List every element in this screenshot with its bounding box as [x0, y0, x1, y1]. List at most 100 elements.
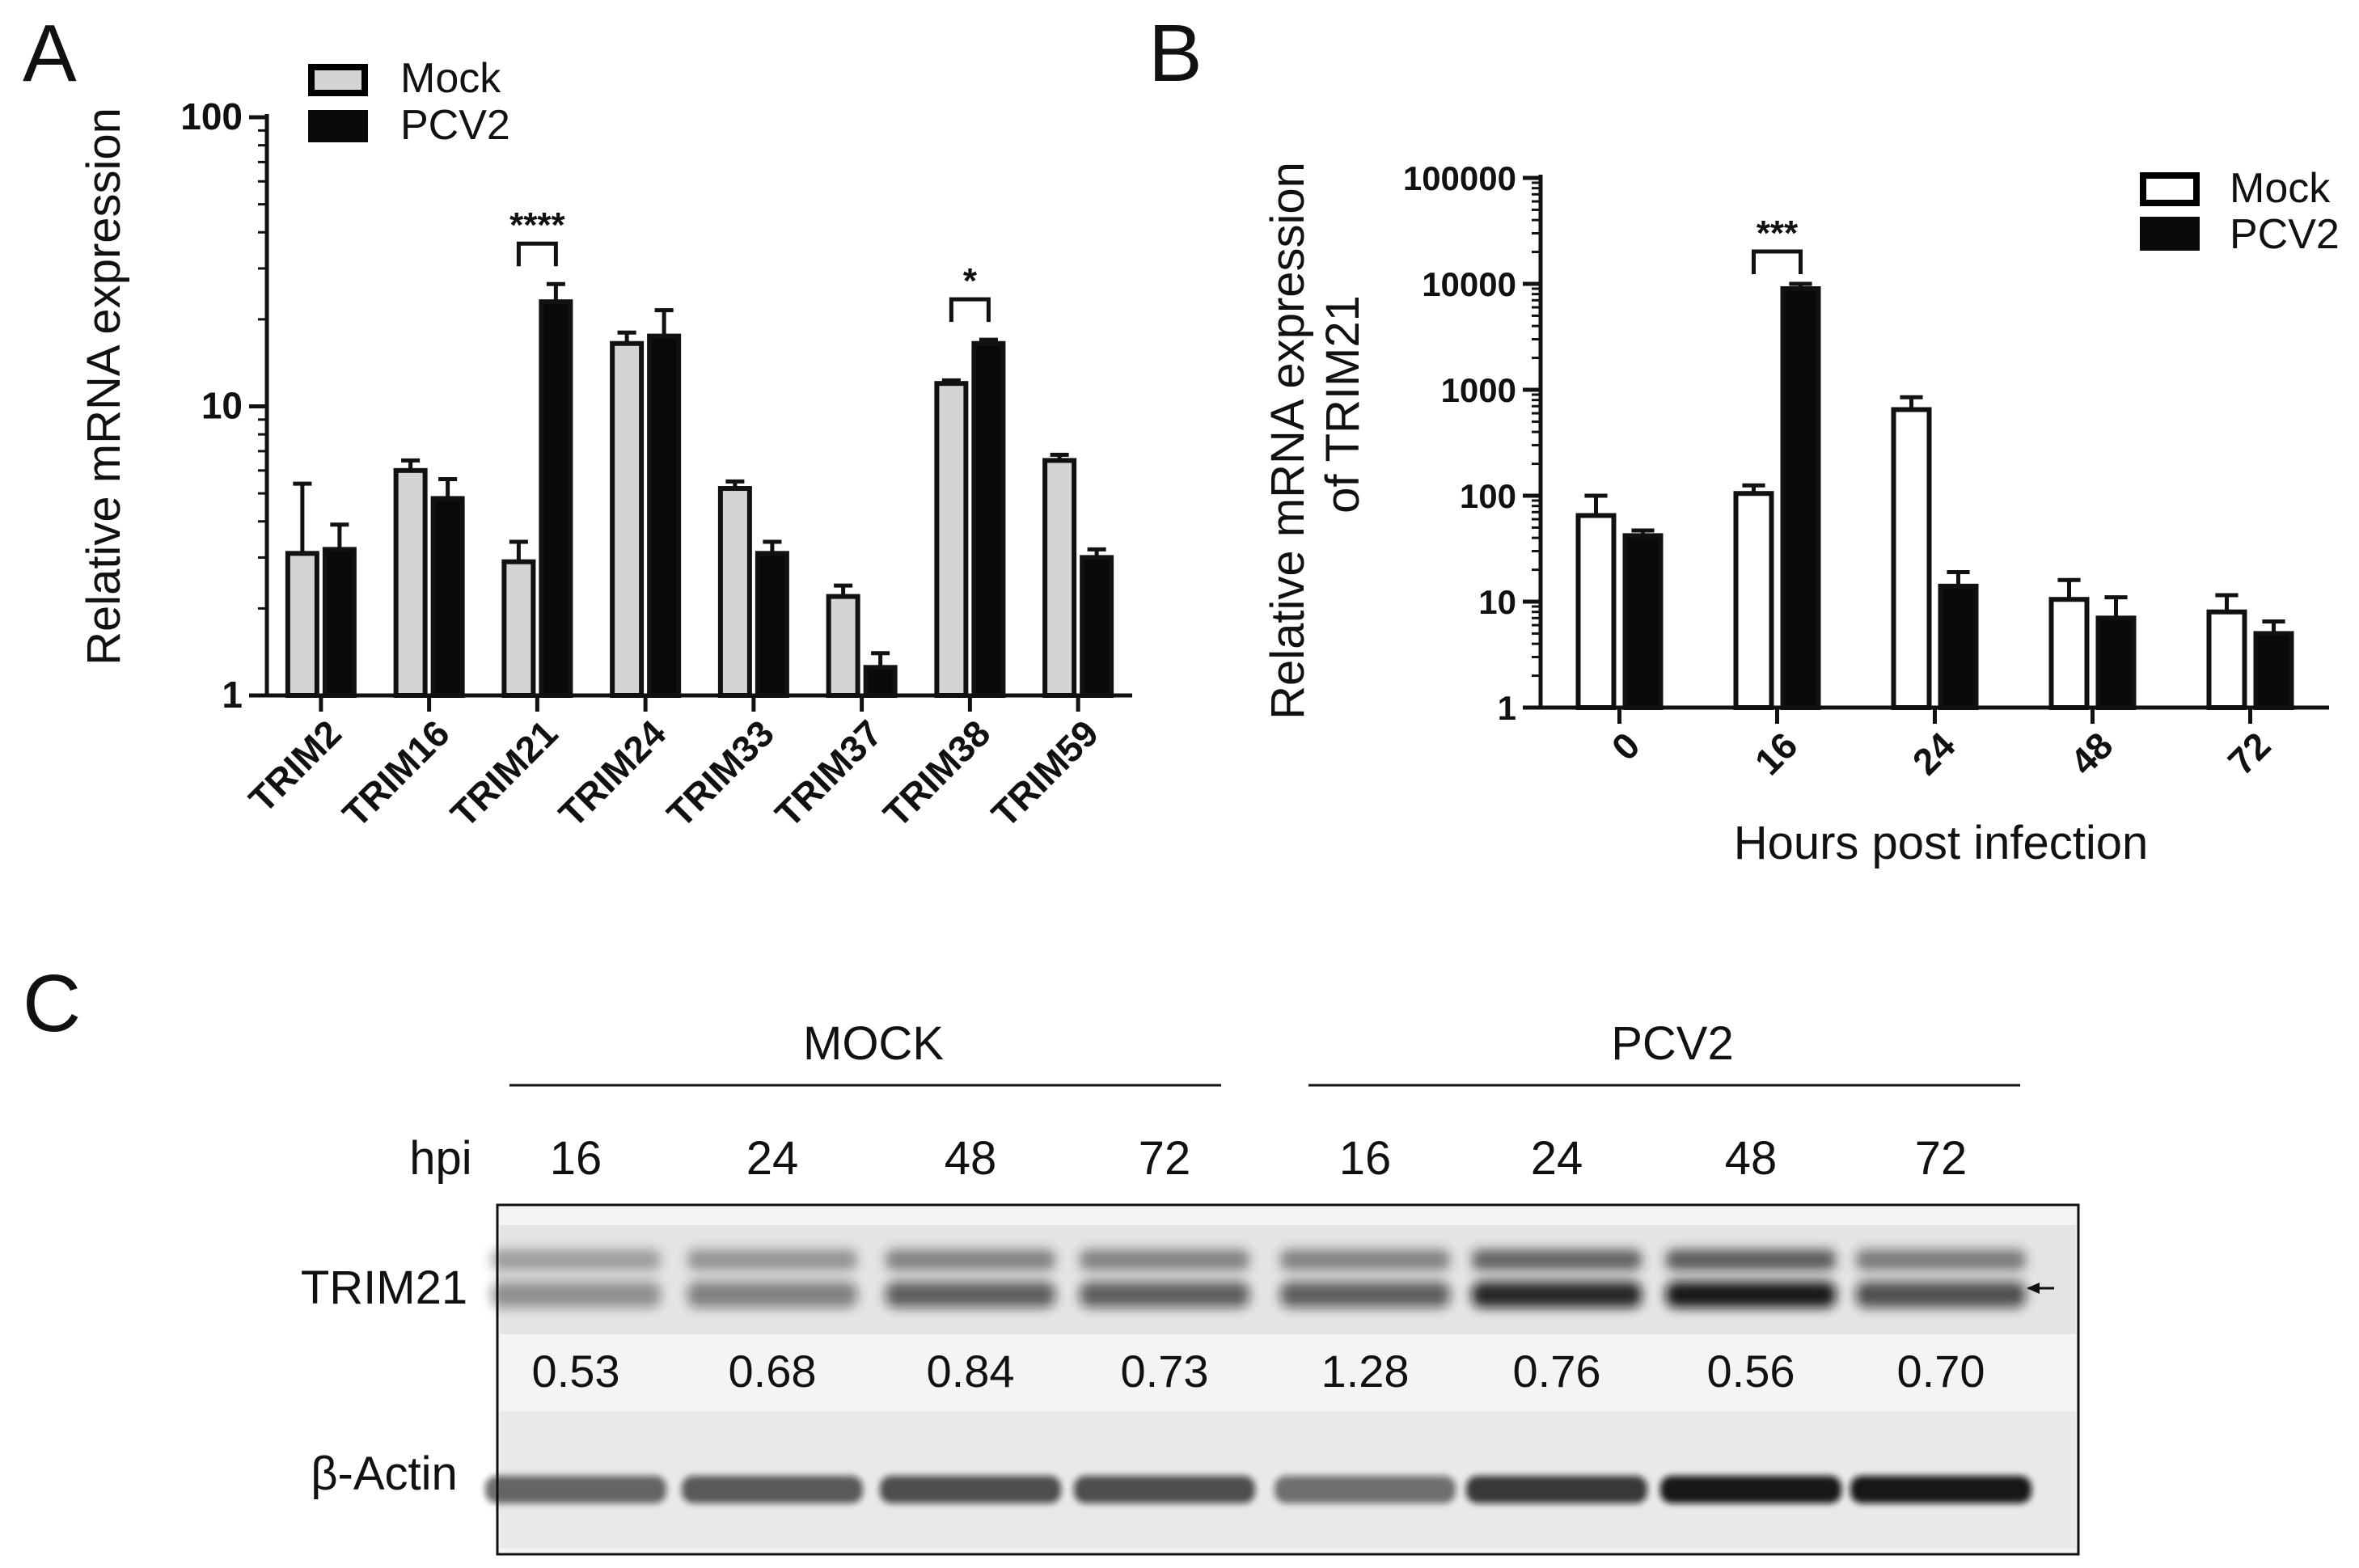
actin-band-label: β-Actin	[311, 1448, 458, 1500]
band-ratio: 0.76	[1513, 1346, 1601, 1397]
panel-a-significance-label: *	[963, 261, 978, 301]
panel-b-y-tick-label: 10000	[1422, 265, 1516, 303]
trim21-band	[1666, 1282, 1836, 1308]
panel-a-legend: Mock PCV2	[308, 55, 510, 149]
panel-b-x-tick-label: 24	[1905, 724, 1964, 783]
panel-b-bar-pcv2	[1622, 533, 1664, 711]
panel-b-bar-pcv2	[2095, 615, 2137, 711]
panel-a-y-axis-label: Relative mRNA expression	[78, 108, 130, 666]
panel-b-x-axis-title: Hours post infection	[1734, 817, 2149, 869]
panel-a-x-tick-label: TRIM16	[334, 712, 457, 835]
panel-a-y-tick-label: 1	[222, 674, 243, 716]
panel-b-legend-pcv2-swatch	[2140, 217, 2200, 251]
panel-b-y-tick-label: 1	[1498, 689, 1516, 727]
panel-b-y-axis-label-line2: of TRIM21	[1317, 295, 1369, 514]
trim21-upper-band	[1856, 1249, 2026, 1270]
panel-a-significance-bracket	[516, 241, 558, 267]
panel-a-bar-mock	[717, 486, 752, 698]
panel-a-legend-pcv2-label: PCV2	[400, 102, 510, 149]
panel-a-bar-pcv2	[539, 299, 573, 698]
panel-a-bar-mock	[285, 551, 319, 698]
panel-b-legend-pcv2-label: PCV2	[2230, 211, 2340, 258]
panel-a-significance-bracket	[949, 297, 991, 323]
trim21-upper-band	[1666, 1249, 1836, 1270]
trim21-band	[491, 1282, 661, 1308]
lane-label: 72	[1915, 1132, 1968, 1185]
trim21-band	[886, 1282, 1055, 1308]
panel-a-x-tick-label: TRIM21	[442, 712, 565, 835]
panel-b-bar-pcv2	[1780, 285, 1821, 711]
actin-band	[1466, 1476, 1647, 1503]
lane-label: 48	[1725, 1132, 1778, 1185]
panel-a-x-tick-label: TRIM37	[767, 712, 890, 835]
panel-b-chart: Relative mRNA expression of TRIM21 1 10 10…	[1262, 159, 2340, 869]
lane-label: 24	[1531, 1132, 1583, 1185]
panel-a-bar-mock	[610, 340, 645, 698]
band-ratio: 0.84	[927, 1346, 1015, 1397]
panel-b-x-tick-label: 0	[1604, 724, 1648, 768]
actin-band	[880, 1476, 1061, 1503]
trim21-band-label: TRIM21	[301, 1262, 467, 1314]
panel-a-y-tick-label: 100	[180, 95, 243, 137]
band-ratio: 1.28	[1321, 1346, 1410, 1397]
panel-b-bar-pcv2	[2253, 631, 2294, 711]
panel-label-a: A	[23, 8, 77, 99]
panel-a-y-tick-label: 10	[201, 385, 243, 427]
panel-b-x-tick-label: 48	[2062, 724, 2121, 783]
trim21-upper-band	[1472, 1249, 1642, 1270]
panel-a-x-tick-label: TRIM59	[983, 712, 1106, 835]
group-label-mock: MOCK	[803, 1017, 944, 1070]
panel-b-bar-mock	[2048, 597, 2090, 710]
trim21-band	[687, 1282, 857, 1308]
panel-a-bar-pcv2	[1080, 555, 1114, 698]
panel-a-x-tick-label: TRIM33	[658, 712, 781, 835]
trim21-upper-band	[886, 1249, 1055, 1270]
panel-a-x-tick-label: TRIM38	[875, 712, 998, 835]
panel-a-x-tick-label: TRIM2	[241, 712, 349, 820]
panel-b-x-tick-label: 72	[2220, 724, 2279, 783]
trim21-band	[1472, 1282, 1642, 1308]
trim21-band	[1080, 1282, 1249, 1308]
panel-b-bar-mock	[1575, 513, 1617, 711]
band-ratio: 0.56	[1707, 1346, 1795, 1397]
lane-label: 16	[550, 1132, 602, 1185]
panel-a-bar-pcv2	[863, 665, 898, 699]
lane-label: 24	[746, 1132, 799, 1185]
actin-band	[682, 1476, 863, 1503]
panel-a-bar-pcv2	[971, 340, 1006, 698]
trim21-upper-band	[687, 1249, 857, 1270]
panel-b-bar-mock	[1891, 407, 1932, 710]
panel-b-significance-label: ***	[1757, 213, 1799, 253]
panel-a-bar-mock	[393, 467, 428, 698]
lane-label: 72	[1139, 1132, 1191, 1185]
panel-b-y-tick-label: 100	[1460, 477, 1516, 515]
panel-b-legend-mock-label: Mock	[2230, 165, 2331, 212]
panel-b-bar-mock	[1733, 491, 1774, 710]
panel-a-bar-mock	[826, 594, 860, 698]
lane-label: 48	[945, 1132, 997, 1185]
panel-b-legend-mock-swatch	[2140, 172, 2200, 206]
actin-band	[1074, 1476, 1255, 1503]
panel-a-legend-mock-swatch	[308, 64, 368, 96]
panel-a-bar-mock	[934, 381, 969, 698]
panel-b-y-tick-label: 1000	[1441, 371, 1516, 409]
panel-a-significance-label: ****	[509, 205, 565, 245]
group-label-pcv2: PCV2	[1611, 1017, 1734, 1070]
actin-band	[1660, 1476, 1841, 1503]
panel-b-bar-pcv2	[1938, 583, 1979, 711]
panel-label-c: C	[23, 958, 81, 1049]
panel-a-legend-mock-label: Mock	[400, 55, 501, 102]
panel-a-bar-mock	[501, 559, 536, 698]
panel-c-western-blot: MOCK PCV2 hpi TRIM21 β-Actin 16 24 48 72 16 2…	[301, 1017, 2080, 1556]
trim21-upper-band	[1080, 1249, 1249, 1270]
panel-b-y-tick-label: 10	[1478, 583, 1516, 621]
panel-b-y-axis-label-line1: Relative mRNA expression	[1262, 162, 1314, 720]
lane-label: 16	[1339, 1132, 1392, 1185]
actin-band	[1275, 1476, 1456, 1503]
trim21-upper-band	[491, 1249, 661, 1270]
band-ratio: 0.70	[1897, 1346, 1985, 1397]
hpi-label: hpi	[409, 1132, 471, 1185]
panel-label-b: B	[1148, 8, 1203, 99]
panel-b-x-tick-label: 16	[1747, 724, 1806, 783]
trim21-band	[1280, 1282, 1450, 1308]
